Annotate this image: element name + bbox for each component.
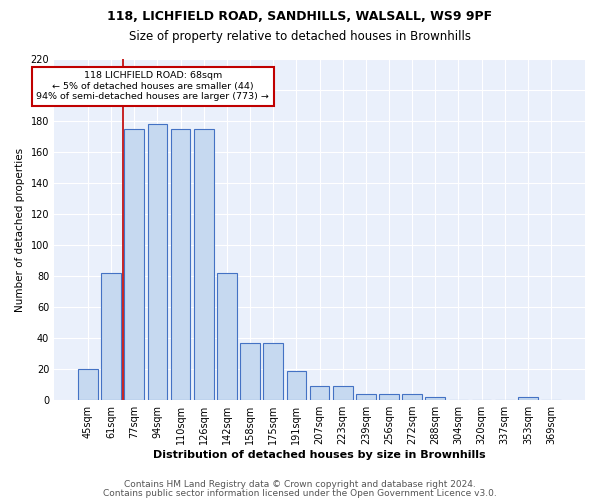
Text: 118, LICHFIELD ROAD, SANDHILLS, WALSALL, WS9 9PF: 118, LICHFIELD ROAD, SANDHILLS, WALSALL,… (107, 10, 493, 23)
X-axis label: Distribution of detached houses by size in Brownhills: Distribution of detached houses by size … (153, 450, 486, 460)
Bar (333, 386, 353, 400)
Bar (217, 273, 237, 400)
Bar (310, 386, 329, 400)
Bar (124, 129, 144, 400)
Bar (379, 394, 399, 400)
Bar (287, 370, 306, 400)
Bar (425, 397, 445, 400)
Text: 118 LICHFIELD ROAD: 68sqm
← 5% of detached houses are smaller (44)
94% of semi-d: 118 LICHFIELD ROAD: 68sqm ← 5% of detach… (37, 72, 269, 101)
Bar (518, 397, 538, 400)
Text: Size of property relative to detached houses in Brownhills: Size of property relative to detached ho… (129, 30, 471, 43)
Bar (101, 273, 121, 400)
Bar (171, 129, 190, 400)
Bar (78, 369, 98, 400)
Bar (402, 394, 422, 400)
Text: Contains public sector information licensed under the Open Government Licence v3: Contains public sector information licen… (103, 488, 497, 498)
Bar (263, 342, 283, 400)
Bar (240, 342, 260, 400)
Bar (194, 129, 214, 400)
Bar (356, 394, 376, 400)
Y-axis label: Number of detached properties: Number of detached properties (15, 148, 25, 312)
Text: Contains HM Land Registry data © Crown copyright and database right 2024.: Contains HM Land Registry data © Crown c… (124, 480, 476, 489)
Bar (148, 124, 167, 400)
